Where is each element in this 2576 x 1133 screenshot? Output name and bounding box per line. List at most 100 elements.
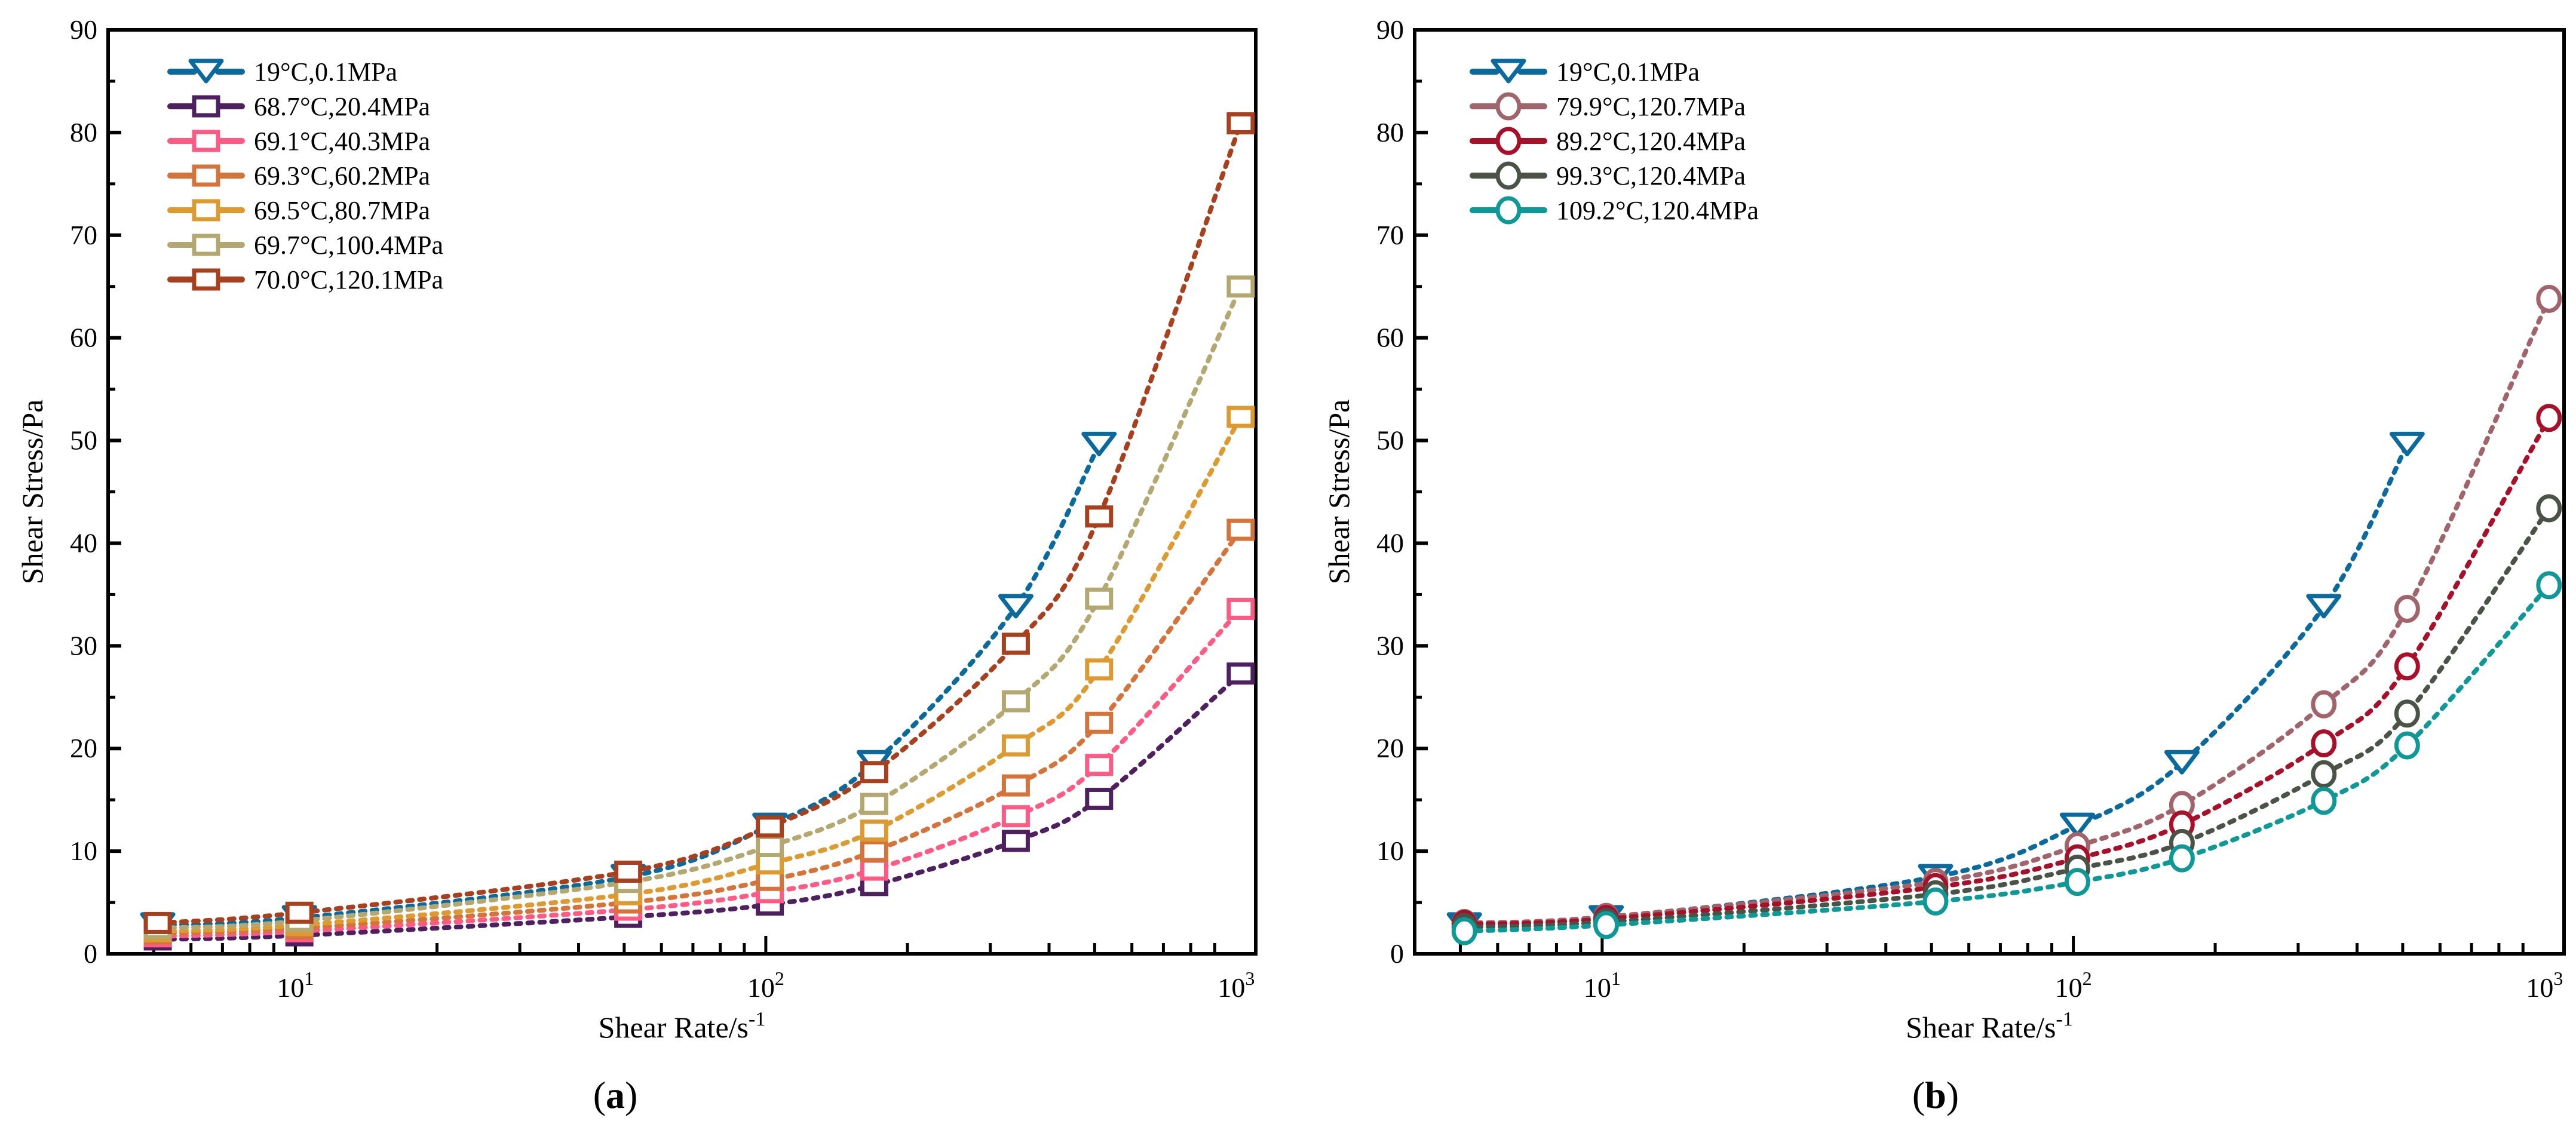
legend-label: 79.9°C,120.7MPa: [1556, 92, 1746, 121]
y-tick-label: 60: [1376, 323, 1404, 353]
series-line: [1462, 296, 2552, 926]
legend-marker: [188, 59, 224, 84]
legend-item: 70.0°C,120.1MPa: [167, 265, 443, 294]
x-tick-label: 102: [2055, 968, 2092, 1003]
x-tick-base: 10: [2055, 972, 2083, 1003]
y-tick-label: 70: [70, 220, 97, 250]
x-tick-exponent: 3: [1245, 968, 1255, 989]
data-point: [285, 901, 314, 924]
panel-label-close: ): [625, 1074, 637, 1116]
x-tick-base: 10: [2526, 972, 2553, 1003]
y-tick-label: 40: [70, 527, 97, 558]
data-point: [1226, 275, 1255, 298]
data-point: [1226, 662, 1255, 685]
legend-item: 89.2°C,120.4MPa: [1470, 127, 1746, 156]
series-3: [1451, 494, 2562, 941]
data-point: [860, 840, 888, 862]
y-tick-label: 90: [70, 14, 97, 45]
y-tick-label: 30: [70, 630, 97, 661]
series-line: [155, 671, 1243, 942]
x-tick-label: 102: [747, 968, 784, 1003]
data-point: [1451, 917, 1477, 945]
series-0: [1446, 431, 2425, 937]
x-tick-exponent: 1: [304, 968, 314, 989]
legend-label: 109.2°C,120.4MPa: [1556, 196, 1759, 225]
data-point: [2536, 571, 2562, 600]
y-tick-label: 40: [1376, 527, 1404, 558]
x-axis-title: Shear Rate/s-1: [599, 1008, 766, 1044]
data-point: [1001, 805, 1030, 828]
panel-label-open: (: [593, 1074, 606, 1116]
y-tick-label: 50: [1376, 425, 1404, 456]
x-axis-title: Shear Rate/s-1: [1906, 1008, 2073, 1044]
legend-label: 69.5°C,80.7MPa: [254, 196, 430, 225]
y-tick-label: 20: [1376, 733, 1404, 763]
data-point: [2064, 868, 2090, 896]
x-tick-label: 103: [2526, 968, 2563, 1003]
data-point: [1001, 830, 1030, 852]
x-tick-exponent: 3: [2553, 968, 2563, 989]
x-axis-title-text: Shear Rate/s: [599, 1011, 749, 1044]
x-tick-base: 10: [1218, 972, 1245, 1003]
legend-label: 89.2°C,120.4MPa: [1556, 127, 1746, 156]
legend-item: 19°C,0.1MPa: [1470, 57, 1700, 87]
data-point: [756, 835, 784, 858]
legend-marker: [1495, 127, 1522, 155]
legend-marker: [1495, 92, 1522, 121]
legend-item: 109.2°C,120.4MPa: [1470, 196, 1759, 225]
y-tick-label: 0: [1390, 938, 1404, 969]
series-line: [155, 284, 1243, 931]
data-point: [2164, 750, 2200, 775]
y-tick-label: 80: [1376, 117, 1404, 148]
data-point: [1226, 112, 1255, 134]
legend-label: 69.7°C,100.4MPa: [254, 231, 443, 260]
series-4: [143, 406, 1255, 942]
y-tick-label: 10: [1376, 836, 1404, 866]
legend-label: 19°C,0.1MPa: [254, 57, 397, 87]
data-point: [2536, 284, 2562, 313]
legend-label: 69.1°C,40.3MPa: [254, 127, 430, 156]
legend-item: 19°C,0.1MPa: [167, 57, 397, 87]
data-point: [2059, 812, 2095, 837]
legend-marker: [1491, 59, 1526, 84]
series-line: [155, 442, 1102, 928]
data-point: [1226, 597, 1255, 620]
data-point: [756, 852, 784, 875]
data-point: [143, 911, 172, 934]
legend-marker: [192, 234, 220, 256]
data-point: [1081, 431, 1117, 456]
data-point: [2311, 729, 2337, 758]
data-point: [860, 858, 888, 881]
panel-label-letter: b: [1925, 1074, 1946, 1116]
series-line: [1462, 506, 2552, 930]
x-tick-exponent: 2: [775, 968, 784, 989]
y-tick-label: 20: [70, 733, 97, 763]
legend-marker: [192, 199, 220, 222]
legend-item: 69.3°C,60.2MPa: [167, 161, 430, 191]
panel-label: (a): [593, 1074, 638, 1116]
y-axis-title: Shear Stress/Pa: [1322, 400, 1356, 585]
legend-marker: [192, 268, 220, 291]
series-3: [143, 518, 1255, 945]
x-tick-label: 101: [1584, 968, 1621, 1003]
data-point: [1085, 787, 1114, 810]
x-axis-title-superscript: -1: [2056, 1008, 2073, 1030]
x-axis-title-text: Shear Rate/s: [1906, 1011, 2056, 1044]
legend-item: 69.5°C,80.7MPa: [167, 196, 430, 225]
y-tick-label: 60: [70, 323, 97, 353]
data-point: [1085, 754, 1114, 776]
legend-label: 69.3°C,60.2MPa: [254, 161, 430, 191]
data-point: [1001, 734, 1030, 757]
panel-label: (b): [1912, 1074, 1959, 1116]
data-point: [2536, 404, 2562, 432]
x-tick-label: 101: [277, 968, 314, 1003]
data-point: [1226, 406, 1255, 428]
legend-label: 68.7°C,20.4MPa: [254, 92, 430, 121]
y-tick-label: 10: [70, 836, 97, 866]
legend-marker: [1495, 196, 1522, 225]
data-point: [2306, 594, 2342, 619]
data-point: [1226, 518, 1255, 541]
data-point: [614, 860, 643, 883]
data-point: [1085, 658, 1114, 681]
x-axis-title-superscript: -1: [749, 1008, 765, 1030]
